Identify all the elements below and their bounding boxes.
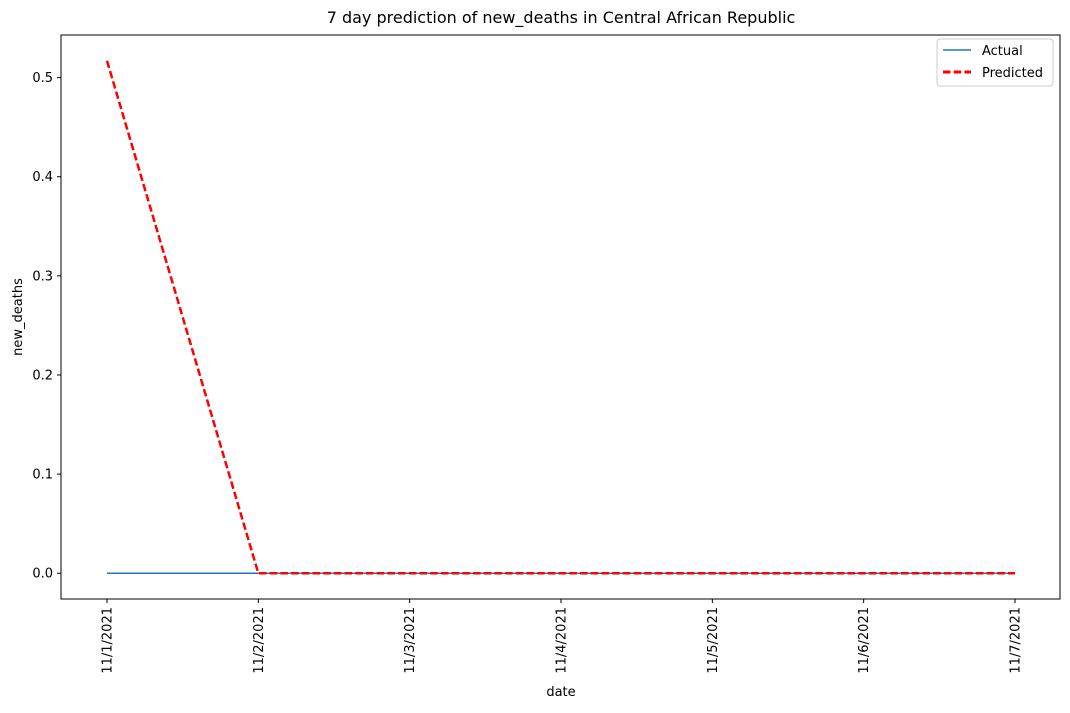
series-layer bbox=[105, 60, 1015, 575]
x-tick-label: 11/7/2021 bbox=[1009, 607, 1024, 674]
x-tick-label: 11/2/2021 bbox=[252, 607, 267, 674]
y-tick-label: 0.5 bbox=[32, 71, 53, 86]
legend-label-predicted: Predicted bbox=[982, 66, 1043, 81]
x-tick-label: 11/3/2021 bbox=[403, 607, 418, 674]
x-axis: 11/1/2021 11/2/2021 11/3/2021 11/4/2021 11/5… bbox=[101, 599, 1024, 674]
y-tick-label: 0.0 bbox=[32, 567, 53, 582]
y-tick-label: 0.1 bbox=[32, 468, 53, 483]
y-tick-label: 0.4 bbox=[32, 170, 53, 185]
y-tick-label: 0.2 bbox=[32, 368, 53, 383]
series-line-predicted bbox=[105, 60, 1015, 575]
y-tick-label: 0.3 bbox=[32, 269, 53, 284]
x-tick-label: 11/4/2021 bbox=[555, 607, 570, 674]
x-tick-label: 11/1/2021 bbox=[101, 607, 116, 674]
x-tick-label: 11/5/2021 bbox=[706, 607, 721, 674]
legend: Actual Predicted bbox=[936, 38, 1054, 87]
x-axis-label: date bbox=[546, 685, 575, 700]
legend-label-actual: Actual bbox=[982, 44, 1023, 59]
y-axis-label: new_deaths bbox=[11, 278, 26, 356]
y-axis: 0.0 0.1 0.2 0.3 0.4 0.5 bbox=[32, 71, 61, 582]
chart-title: 7 day prediction of new_deaths in Centra… bbox=[327, 8, 796, 28]
x-tick-label: 11/6/2021 bbox=[857, 607, 872, 674]
